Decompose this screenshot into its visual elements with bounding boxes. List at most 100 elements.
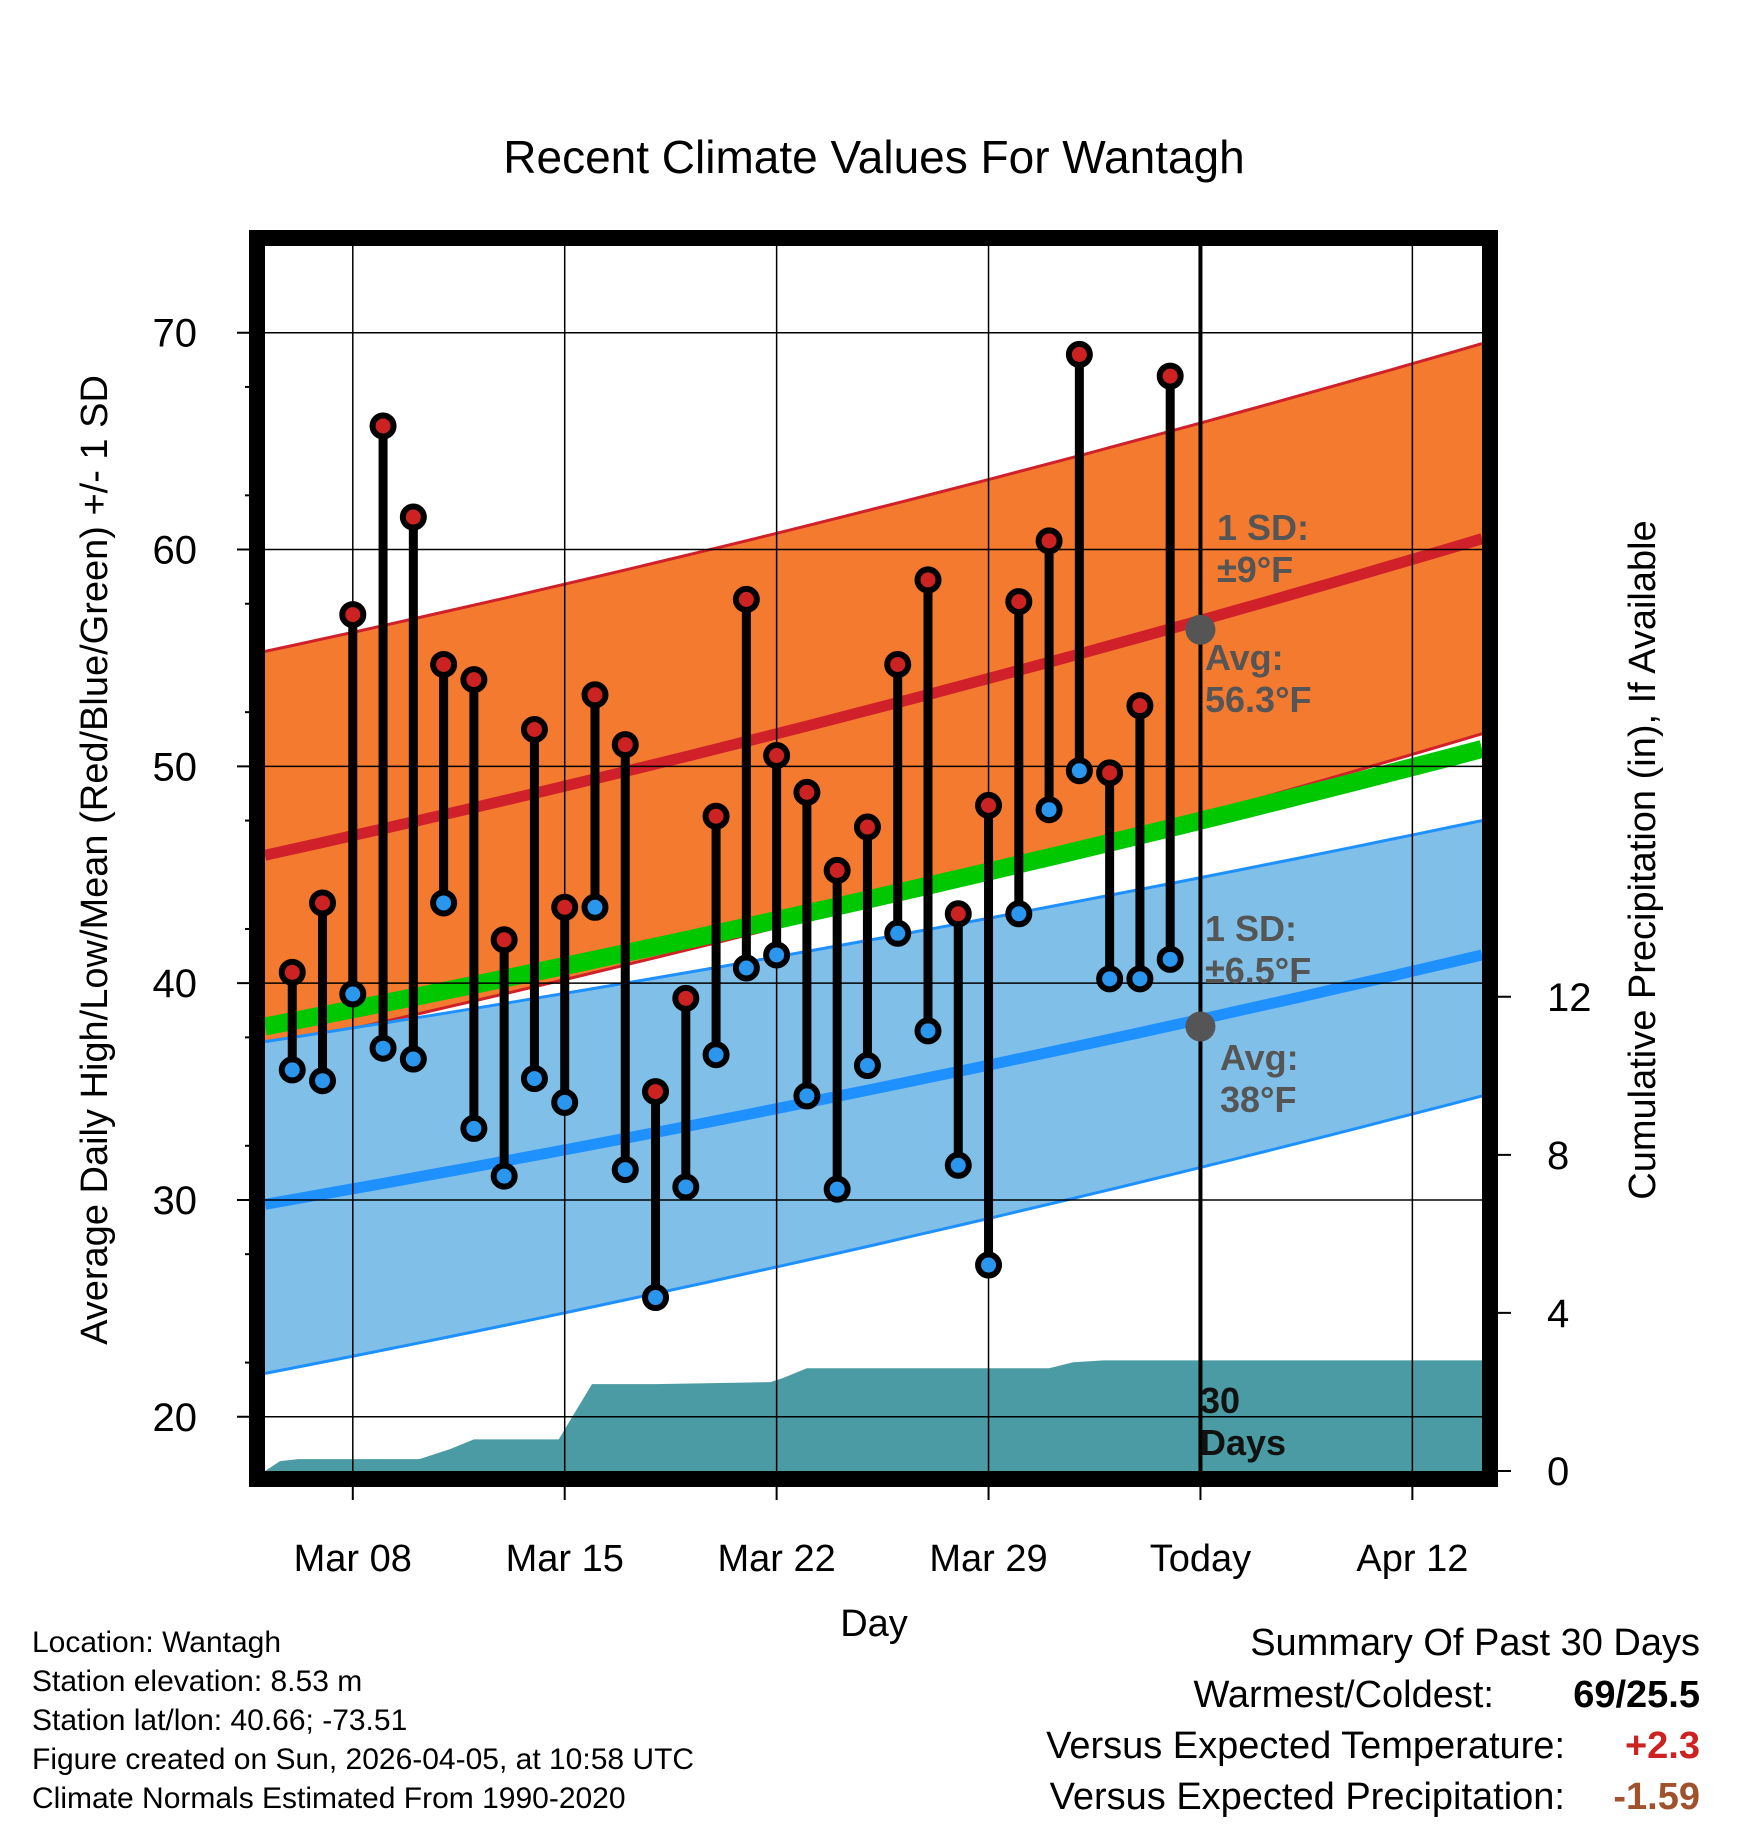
low-temp-point	[642, 1284, 670, 1312]
high-temp-point	[551, 893, 579, 921]
y-tick-label: 60	[153, 529, 198, 573]
low-temp-point	[551, 1088, 579, 1116]
low-temp-point	[823, 1175, 851, 1203]
high-temp-point	[1035, 527, 1063, 555]
summary-warmest-label: Warmest/Coldest:	[1193, 1674, 1494, 1716]
x-tick-label: Apr 12	[1356, 1538, 1468, 1580]
y2-tick-label: 8	[1547, 1134, 1569, 1178]
y-tick-label: 20	[153, 1396, 198, 1440]
axes: 20 30 40 50 60 70 0 4 8 12 Mar 08 Mar 15 Mar 22 Mar 2…	[153, 230, 1592, 1580]
high-temp-point	[278, 958, 306, 986]
station-elevation: Station elevation: 8.53 m	[32, 1665, 363, 1698]
high-temp-point	[884, 650, 912, 678]
high-sd-upper-line	[265, 342, 1482, 653]
high-temp-point	[339, 601, 367, 629]
low-sd-lower-line	[265, 1094, 1482, 1375]
low-temp-point	[975, 1251, 1003, 1279]
high-sd-band	[265, 343, 1482, 1049]
high-temp-point	[763, 742, 791, 770]
low-temp-point	[399, 1045, 427, 1073]
high-temp-point	[732, 585, 760, 613]
low-temp-point	[1065, 757, 1093, 785]
low-temp-point	[339, 980, 367, 1008]
high-avg-marker	[1185, 614, 1216, 645]
low-sd-title: 1 SD:	[1205, 908, 1297, 949]
low-temp-point	[763, 941, 791, 969]
high-avg-title: Avg:	[1205, 637, 1284, 678]
low-temp-point	[309, 1067, 337, 1095]
low-temp-point	[944, 1151, 972, 1179]
high-sd-value: ±9°F	[1217, 549, 1293, 590]
summary-precip-label: Versus Expected Precipitation:	[1049, 1776, 1565, 1818]
summary-temp-label: Versus Expected Temperature:	[1046, 1725, 1565, 1767]
x-tick-label: Mar 29	[929, 1538, 1047, 1580]
low-temp-point	[490, 1162, 518, 1190]
high-temp-point	[430, 650, 458, 678]
y-tick-label: 30	[153, 1179, 198, 1223]
low-temp-point	[1190, 0, 1211, 11]
high-temp-point	[520, 715, 548, 743]
high-temp-point	[490, 926, 518, 954]
high-temp-point	[399, 503, 427, 531]
low-temp-point	[853, 1052, 881, 1080]
station-location: Location: Wantagh	[32, 1626, 282, 1659]
low-temp-point	[884, 919, 912, 947]
summary-warmest-value: 69/25.5	[1573, 1674, 1700, 1716]
precip-days-word: Days	[1200, 1422, 1286, 1463]
low-temp-point	[1096, 965, 1124, 993]
high-temp-point	[460, 666, 488, 694]
high-temp-point	[611, 731, 639, 759]
low-temp-point	[611, 1156, 639, 1184]
low-temp-point	[1156, 945, 1184, 973]
high-temp-point	[793, 778, 821, 806]
precip-days-number: 30	[1200, 1380, 1240, 1421]
y2-tick-label: 12	[1547, 976, 1592, 1020]
x-tick-label: Mar 15	[506, 1538, 624, 1580]
low-temp-point	[672, 1173, 700, 1201]
low-sd-upper-line	[265, 819, 1482, 1044]
high-temp-point	[1190, 0, 1211, 11]
high-normal-line	[265, 533, 1482, 861]
high-temp-point	[1005, 588, 1033, 616]
figure-created: Figure created on Sun, 2026-04-05, at 10…	[32, 1743, 695, 1776]
high-temp-point	[1065, 340, 1093, 368]
y-tick-label: 40	[153, 962, 198, 1006]
high-temp-point	[642, 1078, 670, 1106]
high-temp-point	[853, 813, 881, 841]
high-temp-point	[1126, 692, 1154, 720]
low-avg-value: 38°F	[1220, 1079, 1296, 1120]
low-temp-point	[914, 1017, 942, 1045]
low-temp-point	[1005, 900, 1033, 928]
mean-normal-line	[265, 740, 1482, 1036]
high-sd-title: 1 SD:	[1217, 507, 1309, 548]
y2-tick-label: 0	[1547, 1450, 1569, 1494]
high-temp-point	[823, 856, 851, 884]
low-avg-marker	[1185, 1011, 1216, 1042]
low-avg-title: Avg:	[1220, 1037, 1299, 1078]
y-tick-label: 70	[153, 312, 198, 356]
high-temp-point	[309, 889, 337, 917]
low-temp-point	[702, 1041, 730, 1069]
low-temp-point	[732, 954, 760, 982]
low-normal-line	[265, 949, 1482, 1210]
precipitation-area	[265, 1360, 1482, 1471]
y-tick-label: 50	[153, 745, 198, 789]
summary-precip-value: -1.59	[1613, 1776, 1700, 1818]
low-temp-point	[581, 893, 609, 921]
climate-normals-period: Climate Normals Estimated From 1990-2020	[32, 1782, 626, 1815]
high-temp-point	[672, 984, 700, 1012]
low-temp-point	[430, 889, 458, 917]
high-temp-point	[1156, 362, 1184, 390]
high-temp-point	[975, 791, 1003, 819]
low-temp-point	[793, 1082, 821, 1110]
high-temp-point	[369, 412, 397, 440]
high-temp-point	[944, 900, 972, 928]
high-temp-point	[1096, 759, 1124, 787]
high-temp-point	[581, 681, 609, 709]
summary-temp-value: +2.3	[1624, 1725, 1700, 1767]
plot-frame	[249, 230, 1498, 1487]
x-tick-label: Mar 22	[717, 1538, 835, 1580]
y2-tick-label: 4	[1547, 1292, 1569, 1336]
